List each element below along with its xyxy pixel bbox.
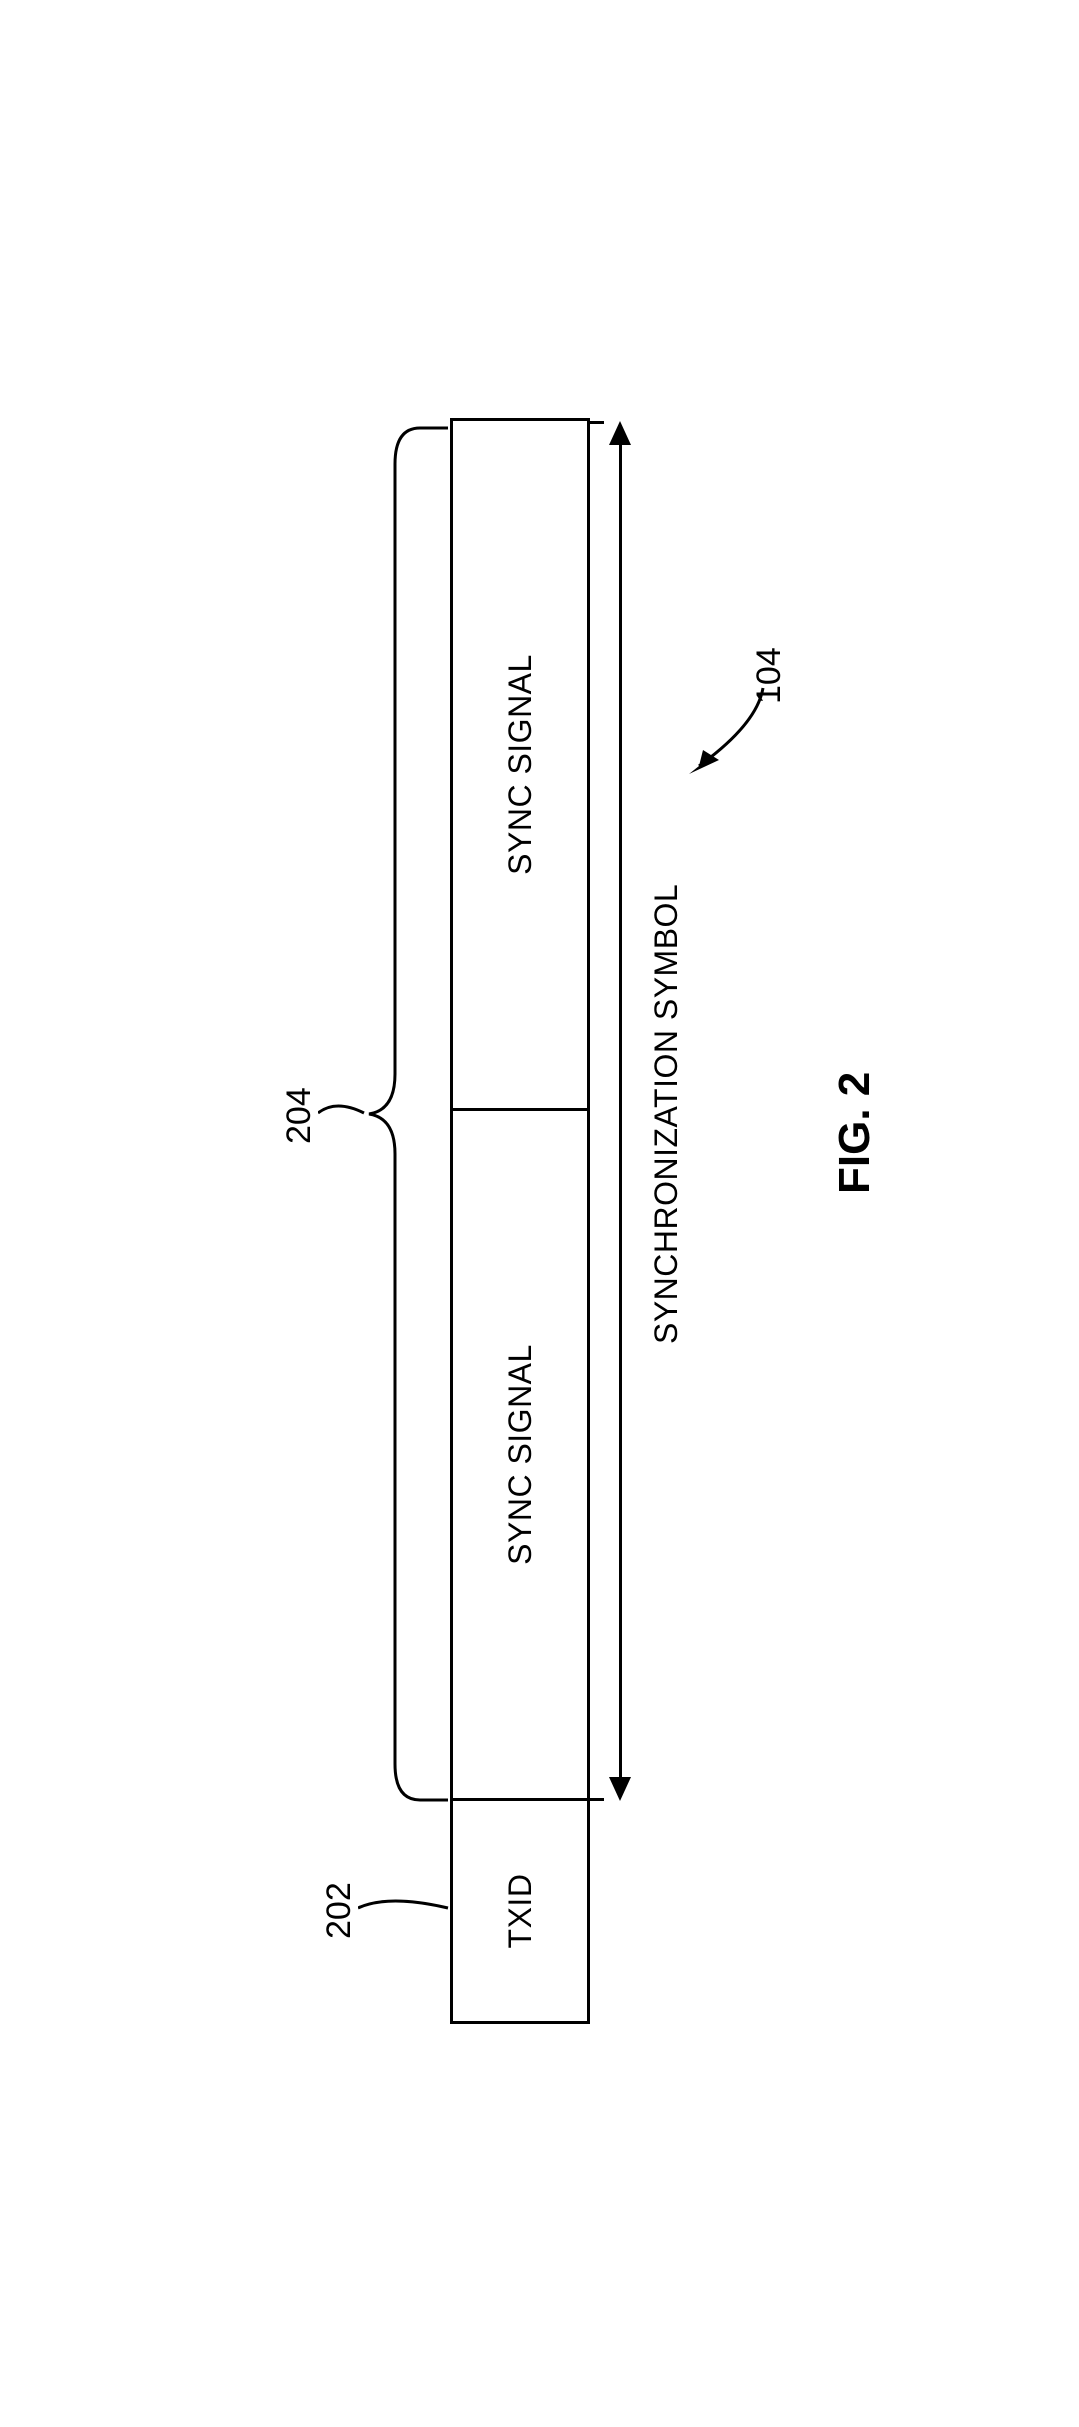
ref-104-leader xyxy=(685,674,770,784)
ref-202-label: 202 xyxy=(320,1882,359,1939)
arrow-left-head xyxy=(609,1777,631,1801)
diagram: 202 204 TXID SYNC SIGNAL SYNC SIGNAL xyxy=(190,344,890,2084)
cell-sync-1: SYNC SIGNAL xyxy=(453,1111,587,1801)
span-arrow xyxy=(604,421,638,1801)
sync-brace xyxy=(365,424,450,1804)
cell-sync1-text: SYNC SIGNAL xyxy=(501,1344,538,1565)
ref-202-tick xyxy=(358,1864,450,1924)
arrow-right-head xyxy=(609,421,631,445)
cell-txid: TXID xyxy=(453,1801,587,2021)
span-label: SYNCHRONIZATION SYMBOL xyxy=(648,883,685,1343)
frame-row: TXID SYNC SIGNAL SYNC SIGNAL xyxy=(450,418,590,2024)
cell-sync2-text: SYNC SIGNAL xyxy=(501,654,538,875)
ref-204-label: 204 xyxy=(280,1087,319,1144)
cell-sync-2: SYNC SIGNAL xyxy=(453,421,587,1111)
cell-txid-text: TXID xyxy=(501,1873,538,1948)
figure-caption: FIG. 2 xyxy=(830,1071,880,1193)
ref-204-tick xyxy=(318,1069,368,1129)
